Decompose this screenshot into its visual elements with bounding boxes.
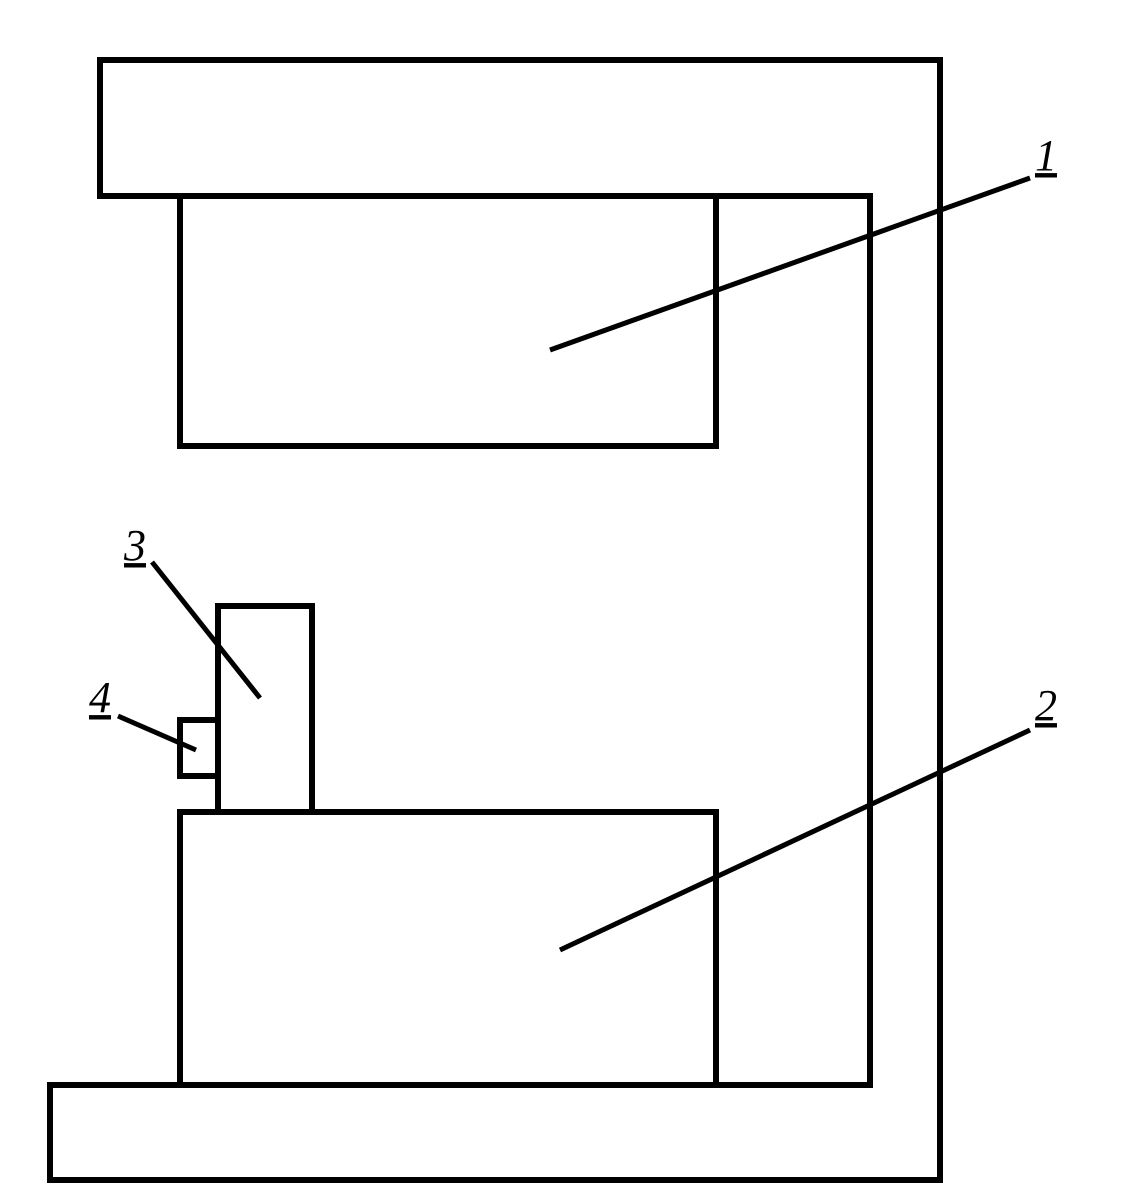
leader-3 <box>152 562 260 698</box>
label-1: 1 <box>1035 131 1057 180</box>
leader-2 <box>560 730 1030 950</box>
lower_block <box>180 812 716 1085</box>
leader-1 <box>550 178 1030 350</box>
label-4: 4 <box>89 673 111 722</box>
column <box>218 606 312 812</box>
label-2: 2 <box>1035 681 1057 730</box>
c_frame <box>50 60 940 1180</box>
label-3: 3 <box>123 521 146 570</box>
